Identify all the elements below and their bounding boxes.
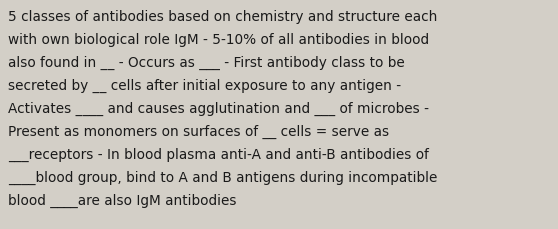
Text: Present as monomers on surfaces of __ cells = serve as: Present as monomers on surfaces of __ ce… bbox=[8, 124, 389, 139]
Text: ___receptors - In blood plasma anti-A and anti-B antibodies of: ___receptors - In blood plasma anti-A an… bbox=[8, 147, 429, 161]
Text: secreted by __ cells after initial exposure to any antigen -: secreted by __ cells after initial expos… bbox=[8, 79, 401, 93]
Text: blood ____are also IgM antibodies: blood ____are also IgM antibodies bbox=[8, 193, 237, 207]
Text: ____blood group, bind to A and B antigens during incompatible: ____blood group, bind to A and B antigen… bbox=[8, 170, 437, 184]
Text: 5 classes of antibodies based on chemistry and structure each: 5 classes of antibodies based on chemist… bbox=[8, 10, 437, 24]
Text: with own biological role IgM - 5-10% of all antibodies in blood: with own biological role IgM - 5-10% of … bbox=[8, 33, 429, 47]
Text: also found in __ - Occurs as ___ - First antibody class to be: also found in __ - Occurs as ___ - First… bbox=[8, 56, 405, 70]
Text: Activates ____ and causes agglutination and ___ of microbes -: Activates ____ and causes agglutination … bbox=[8, 101, 429, 116]
